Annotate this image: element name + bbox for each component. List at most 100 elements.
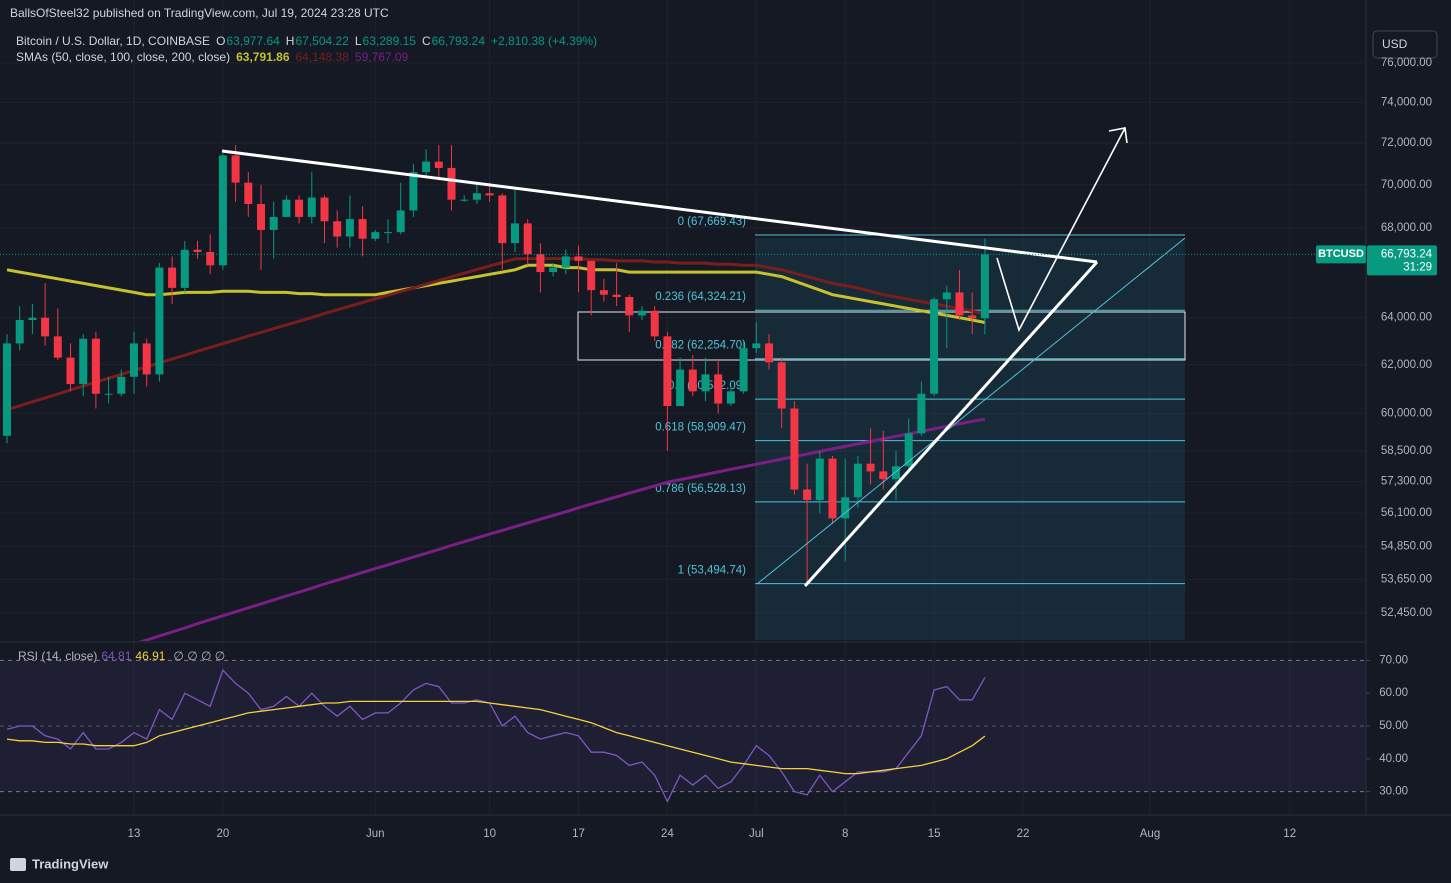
candle-body bbox=[980, 254, 989, 319]
price-tag-value: 66,793.24 bbox=[1381, 248, 1433, 260]
candle-body bbox=[650, 310, 659, 337]
x-tick-label: 15 bbox=[928, 828, 941, 840]
logo: TradingView bbox=[10, 856, 109, 871]
candle-body bbox=[879, 471, 888, 480]
candle-body bbox=[790, 408, 799, 490]
candle-body bbox=[396, 210, 405, 233]
rsi-tick-label: 40.00 bbox=[1379, 753, 1408, 765]
rsi-value: 46.91 bbox=[135, 649, 165, 663]
x-tick-label: 12 bbox=[1283, 828, 1296, 840]
candle-body bbox=[917, 393, 926, 434]
candle-body bbox=[472, 193, 481, 200]
candle-body bbox=[752, 343, 761, 349]
symbol-legend: Bitcoin / U.S. Dollar, 1D, COINBASE O63,9… bbox=[16, 34, 597, 48]
candle-body bbox=[91, 338, 100, 394]
candle-body bbox=[218, 155, 227, 266]
candle-body bbox=[485, 193, 494, 196]
candle-body bbox=[498, 195, 507, 244]
ohlc-key: O bbox=[216, 34, 225, 48]
y-tick-label: 70,000.00 bbox=[1381, 179, 1432, 191]
candle-body bbox=[828, 458, 837, 519]
rsi-tick-label: 60.00 bbox=[1379, 687, 1408, 699]
y-tick-label: 74,000.00 bbox=[1381, 96, 1432, 108]
rsi-pane bbox=[0, 659, 1366, 803]
sma-line bbox=[6, 263, 986, 324]
candle-body bbox=[638, 310, 646, 316]
zone-box bbox=[577, 311, 1186, 361]
rsi-line bbox=[6, 668, 986, 803]
x-tick-label: 24 bbox=[661, 828, 674, 840]
y-tick-label: 76,000.00 bbox=[1381, 57, 1432, 69]
sma-title: SMAs (50, close, 100, close, 200, close) bbox=[16, 50, 230, 64]
candle-body bbox=[549, 267, 558, 273]
y-tick-label: 60,000.00 bbox=[1381, 407, 1432, 419]
fib-zone bbox=[755, 238, 1185, 640]
candle-body bbox=[676, 369, 685, 407]
grid bbox=[0, 0, 1366, 815]
x-tick-label: Jun bbox=[366, 828, 385, 840]
candle-body bbox=[3, 343, 11, 436]
candle-body bbox=[561, 256, 570, 268]
candle-body bbox=[892, 466, 900, 480]
candle-body bbox=[663, 336, 672, 407]
candle-body bbox=[714, 374, 723, 404]
candle-body bbox=[841, 497, 850, 519]
sma-legend: SMAs (50, close, 100, close, 200, close)… bbox=[16, 50, 409, 64]
x-tick-label: 13 bbox=[128, 828, 141, 840]
candle-body bbox=[523, 223, 532, 255]
y-tick-label: 53,650.00 bbox=[1381, 573, 1432, 585]
candle-body bbox=[765, 343, 773, 363]
candle-body bbox=[574, 256, 583, 261]
candle-body bbox=[536, 254, 545, 273]
currency[interactable]: USD bbox=[1382, 37, 1408, 51]
resistance-line bbox=[221, 149, 1098, 264]
candle-body bbox=[79, 338, 88, 385]
symbol-tag-text: BTCUSD bbox=[1318, 248, 1364, 260]
candle-body bbox=[434, 161, 443, 168]
candle-body bbox=[345, 219, 354, 237]
candle-body bbox=[955, 292, 964, 316]
candle-body bbox=[904, 433, 913, 467]
projection-arrowhead bbox=[1108, 127, 1128, 144]
candle-body bbox=[612, 294, 621, 297]
publisher: BallsOfSteel32 published on TradingView.… bbox=[10, 6, 389, 20]
y-tick-label: 58,500.00 bbox=[1381, 445, 1432, 457]
ohlc-key: C bbox=[422, 34, 431, 48]
candle-body bbox=[231, 155, 240, 183]
candle-body bbox=[28, 317, 37, 321]
x-tick-label: 8 bbox=[842, 828, 848, 840]
ohlc-value: 63,977.64 bbox=[226, 34, 280, 48]
x-tick-label: 10 bbox=[483, 828, 496, 840]
candle-body bbox=[244, 182, 253, 204]
sma-value: 59,767.09 bbox=[355, 50, 409, 64]
candle-body bbox=[41, 317, 50, 337]
candle-body bbox=[320, 197, 329, 222]
rsi-na: ∅ ∅ ∅ ∅ bbox=[173, 649, 225, 663]
candle-body bbox=[371, 232, 380, 239]
rsi-line bbox=[6, 700, 986, 775]
fib-trend bbox=[756, 237, 1186, 585]
projection-path bbox=[996, 127, 1126, 333]
y-tick-label: 68,000.00 bbox=[1381, 222, 1432, 234]
candle-body bbox=[307, 197, 316, 217]
symbol-tag bbox=[1316, 245, 1366, 264]
x-tick-label: Jul bbox=[749, 828, 764, 840]
sma-line bbox=[138, 417, 986, 641]
y-tick-label: 64,000.00 bbox=[1381, 312, 1432, 324]
candle-body bbox=[269, 216, 278, 230]
candle-body bbox=[257, 203, 265, 230]
candle-body bbox=[117, 376, 126, 394]
currency-button[interactable] bbox=[1372, 30, 1438, 59]
rsi-value: 64.81 bbox=[101, 649, 131, 663]
rsi-title: RSI (14, close) bbox=[18, 649, 97, 663]
x-tick-label: 20 bbox=[217, 828, 230, 840]
candle-body bbox=[193, 249, 202, 252]
symbol-title: Bitcoin / U.S. Dollar, 1D, COINBASE bbox=[16, 34, 210, 48]
sma-value: 63,791.86 bbox=[236, 50, 290, 64]
price-tag-countdown: 31:29 bbox=[1403, 261, 1432, 273]
fib-label: 1 (53,494.74) bbox=[678, 565, 747, 577]
candle-body bbox=[155, 267, 164, 375]
candle-body bbox=[104, 393, 113, 395]
rsi-tick-label: 30.00 bbox=[1379, 786, 1408, 798]
